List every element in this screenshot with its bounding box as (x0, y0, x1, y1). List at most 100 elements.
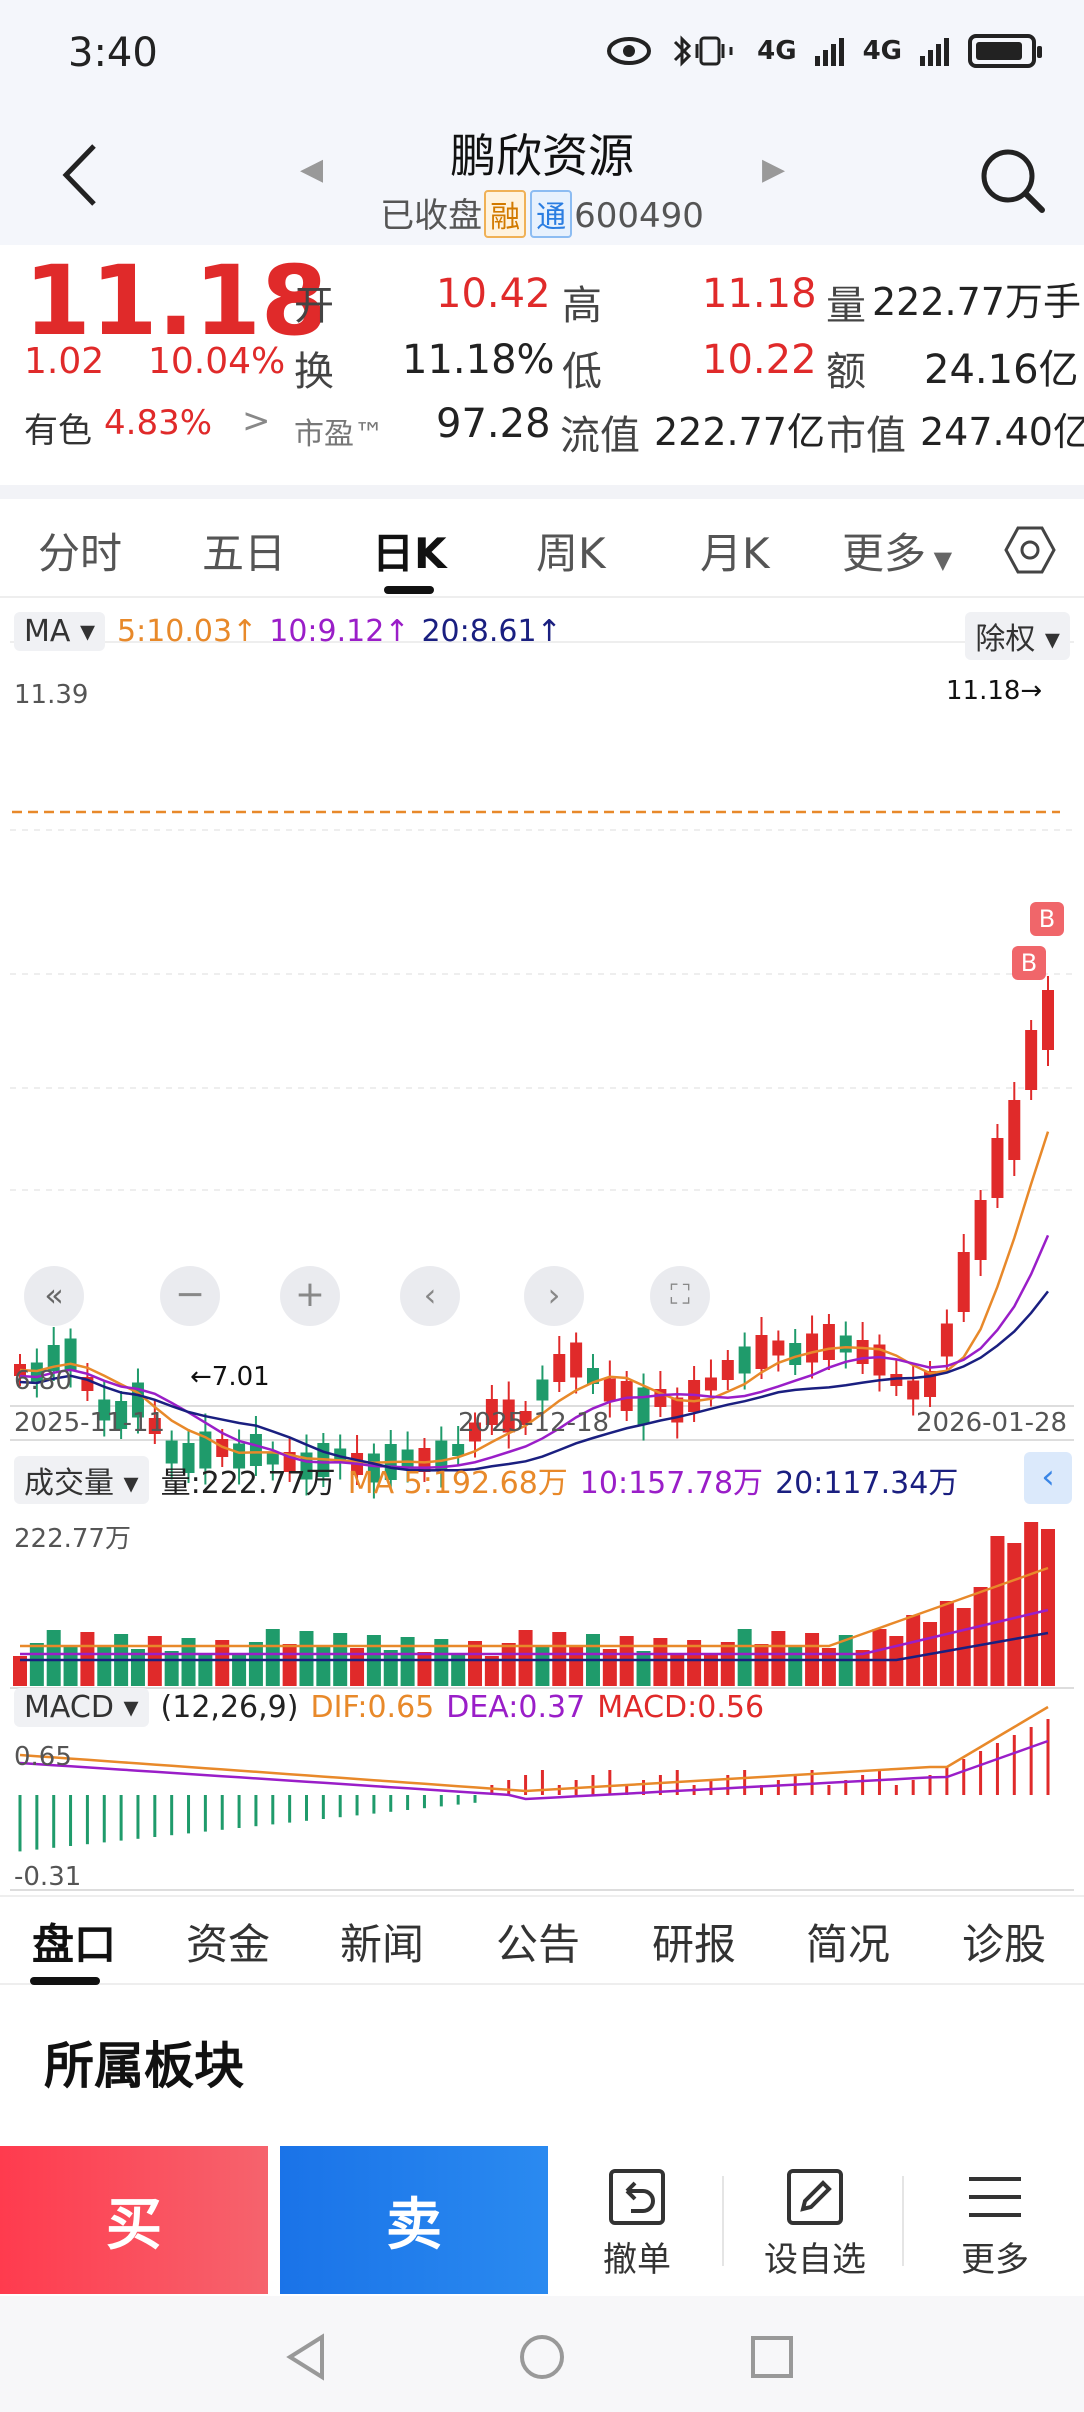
ma20-line (19, 1290, 1049, 1472)
buy-signal-badge[interactable]: B (1030, 902, 1064, 936)
volume-bar (181, 1638, 196, 1686)
stock-name: 鹏欣资源 (450, 129, 634, 183)
add-watchlist-button[interactable]: 设自选 (740, 2162, 890, 2281)
candle-body (940, 1323, 953, 1357)
volume-bar (484, 1656, 499, 1686)
volume-bar (569, 1647, 584, 1686)
volume-axis-top: 222.77万 (14, 1524, 131, 1554)
candle-body (1042, 990, 1054, 1050)
bluetooth-vibrate-icon (674, 35, 733, 67)
buy-button[interactable]: 买 (0, 2146, 268, 2294)
macd-value: MACD:0.56 (597, 1690, 765, 1725)
signal-bars-icon (814, 38, 844, 66)
ma20-value: 20:8.61↑ (421, 614, 562, 649)
nav-recents-icon[interactable] (747, 2332, 797, 2382)
macd-selector[interactable]: MACD ▾ (14, 1688, 149, 1727)
macd-legend: MACD ▾ (12,26,9) DIF:0.65 DEA:0.37 MACD:… (14, 1688, 764, 1727)
back-arrow-icon[interactable] (56, 140, 106, 210)
cancel-order-label: 撤单 (603, 2240, 671, 2280)
tab-monthly-k[interactable]: 月K (700, 529, 770, 578)
tab-daily-k[interactable]: 日K (372, 529, 447, 578)
kline-chart[interactable]: MA ▾ 5:10.03↑ 10:9.12↑ 20:8.61↑ 除权 ▾ 11.… (0, 600, 1084, 1895)
tab-research[interactable]: 研报 (652, 1920, 737, 1969)
candle-body (502, 1399, 515, 1433)
macd-selector-label: MACD (24, 1690, 114, 1725)
candle-body (435, 1440, 448, 1472)
volume-legend: 成交量 ▾ 量:222.77万 MA 5:192.68万 10:157.78万 … (14, 1456, 958, 1504)
stock-subtitle: 已收盘融通 600490 (0, 188, 1084, 238)
volume-value: 222.77万手 (872, 280, 1081, 324)
amount-value: 24.16亿 (924, 347, 1079, 393)
prev-stock-icon[interactable]: ◀ (300, 152, 324, 187)
zoom-in-icon[interactable]: + (280, 1266, 340, 1326)
tab-announcement[interactable]: 公告 (496, 1920, 581, 1969)
candle-body (47, 1345, 60, 1371)
candle-body (199, 1431, 212, 1469)
volume-bar (350, 1648, 365, 1686)
rewind-icon[interactable]: « (24, 1266, 84, 1326)
more-button[interactable]: 更多 (920, 2162, 1070, 2281)
settings-hex-icon[interactable] (1004, 524, 1056, 576)
tab-capital[interactable]: 资金 (186, 1920, 271, 1969)
volume-bar (990, 1536, 1005, 1686)
adjust-selector[interactable]: 除权 ▾ (965, 612, 1070, 660)
ma5-line (19, 1131, 1050, 1465)
volume-bar (754, 1644, 769, 1686)
zoom-out-icon[interactable]: − (160, 1266, 220, 1326)
nav-back-icon[interactable] (282, 2332, 332, 2382)
status-icons: 4G 4G (607, 34, 1042, 68)
macd-axis-bottom: -0.31 (14, 1862, 82, 1892)
price-change: 1.02 (24, 341, 105, 382)
sector-chevron-icon[interactable]: > (242, 401, 271, 441)
float-cap-label: 流值 (560, 413, 640, 459)
tab-diagnosis[interactable]: 诊股 (962, 1920, 1047, 1969)
info-tabs: 盘口 资金 新闻 公告 研报 简况 诊股 (0, 1895, 1084, 1985)
volume-bar (939, 1601, 954, 1686)
trade-bar: 买 卖 撤单 设自选 更多 (0, 2146, 1084, 2296)
candle-body (249, 1434, 262, 1466)
fullscreen-icon[interactable]: ⛶ (650, 1266, 710, 1326)
volume-selector[interactable]: 成交量 ▾ (14, 1456, 149, 1504)
tab-more[interactable]: 更多 ▼ (842, 520, 952, 581)
candle-body (721, 1360, 734, 1380)
signal-4g-1: 4G (757, 36, 797, 66)
candle-body (418, 1448, 431, 1472)
volume-bar (383, 1650, 398, 1686)
sector-pct[interactable]: 4.83% (104, 403, 213, 443)
tab-intraday[interactable]: 分时 (38, 529, 123, 578)
macd-dea: DEA:0.37 (446, 1690, 586, 1725)
volume-bar (265, 1629, 280, 1686)
collapse-panel-icon[interactable]: ‹ (1024, 1452, 1072, 1504)
cancel-order-button[interactable]: 撤单 (562, 2162, 712, 2281)
volume-bar (1007, 1543, 1022, 1686)
buy-signal-badge-2[interactable]: B (1012, 946, 1046, 980)
nav-home-icon[interactable] (517, 2332, 567, 2382)
tab-news[interactable]: 新闻 (340, 1920, 425, 1969)
tab-handicap[interactable]: 盘口 (32, 1920, 117, 1969)
volume-bar (737, 1629, 752, 1686)
price-change-pct: 10.04% (148, 341, 286, 382)
tab-weekly-k[interactable]: 周K (536, 529, 606, 578)
market-cap-value: 247.40亿 (920, 410, 1084, 454)
search-icon[interactable] (978, 146, 1048, 216)
ma-selector[interactable]: MA ▾ (14, 612, 106, 651)
volume-bar (434, 1639, 449, 1686)
amount-label: 额 (826, 349, 866, 395)
sector-label[interactable]: 有色 (24, 411, 92, 451)
price-axis-bottom: 6.80 (14, 1366, 72, 1396)
tab-five-day[interactable]: 五日 (202, 529, 287, 578)
ma20-text: 20:8.61 (421, 614, 537, 649)
menu-icon (969, 2177, 1021, 2217)
scroll-right-icon[interactable]: › (524, 1266, 584, 1326)
tab-profile[interactable]: 简况 (806, 1920, 891, 1969)
next-stock-icon[interactable]: ▶ (762, 152, 786, 187)
cancel-order-icon (609, 2169, 665, 2225)
high-label: 高 (562, 283, 602, 329)
volume-bar (299, 1631, 314, 1686)
sell-button[interactable]: 卖 (280, 2146, 548, 2294)
volume-bar (130, 1649, 145, 1686)
float-cap-value: 222.77亿 (654, 410, 825, 454)
volume-bar (602, 1649, 617, 1686)
scroll-left-icon[interactable]: ‹ (400, 1266, 460, 1326)
market-cap-label: 市值 (826, 413, 906, 459)
